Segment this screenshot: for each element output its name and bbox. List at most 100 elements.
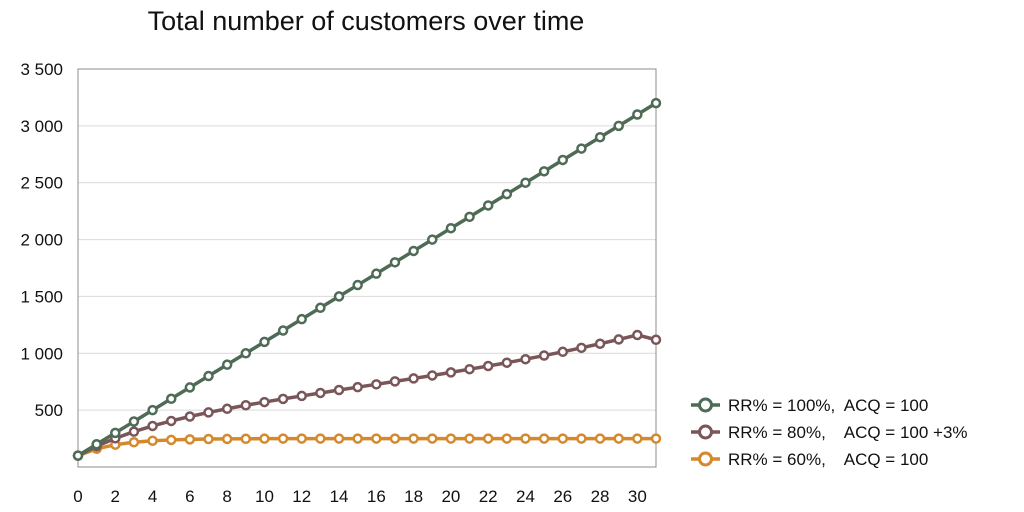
series-1-point — [389, 257, 401, 268]
series-1-point — [613, 120, 624, 132]
series-3-point — [147, 435, 158, 446]
y-axis-ticks: 500 1 000 1 500 2 000 2 500 3 000 3 500 — [20, 60, 63, 420]
x-tick-label: 14 — [330, 487, 349, 506]
series-2-point — [221, 403, 233, 415]
series-2-point — [203, 407, 214, 418]
series-2-point — [594, 338, 606, 349]
series-3-point — [594, 433, 606, 444]
series-group — [72, 97, 662, 461]
series-2-point — [333, 384, 345, 396]
series-1-point — [203, 370, 214, 382]
series-2-point — [501, 357, 513, 368]
series-3-point — [203, 433, 214, 445]
series-1-point — [110, 427, 121, 439]
plot-area-frame — [77, 68, 657, 468]
series-3 — [72, 433, 662, 461]
y-tick-label: 1 000 — [20, 344, 63, 363]
series-1-point — [240, 348, 252, 359]
series-2-point — [408, 373, 419, 384]
series-1-point — [445, 222, 457, 234]
series-1-point — [91, 439, 102, 450]
series-1-point — [371, 268, 382, 279]
x-tick-label: 30 — [628, 487, 647, 506]
series-3-point — [371, 433, 382, 444]
series-2-point — [315, 387, 326, 399]
series-2-point — [445, 367, 457, 378]
x-tick-label: 16 — [367, 487, 386, 506]
x-tick-label: 6 — [185, 487, 194, 506]
series-1-point — [315, 302, 326, 314]
x-tick-label: 12 — [292, 487, 311, 506]
series-2-point — [296, 390, 307, 402]
legend-item-2: RR% = 80%, ACQ = 100 +3% — [691, 423, 968, 442]
series-1-point — [464, 211, 475, 223]
series-2-point — [147, 420, 158, 432]
series-3-point — [613, 433, 624, 444]
legend-label: RR% = 80%, ACQ = 100 +3% — [728, 423, 968, 442]
y-tick-label: 500 — [35, 401, 63, 420]
legend-item-3: RR% = 60%, ACQ = 100 — [691, 450, 928, 469]
series-1-point — [501, 188, 513, 200]
series-1 — [72, 97, 662, 461]
series-3-point — [520, 433, 531, 444]
series-3-point — [277, 433, 289, 444]
series-2-point — [650, 334, 662, 346]
series-1-point — [277, 325, 289, 336]
series-1-point — [333, 291, 345, 302]
series-2-point — [371, 379, 382, 390]
y-tick-label: 2 000 — [20, 231, 63, 250]
y-tick-label: 3 500 — [20, 60, 63, 79]
series-2-point — [128, 426, 140, 437]
series-1-point — [221, 359, 233, 370]
series-3-point — [632, 433, 643, 444]
x-tick-label: 26 — [553, 487, 572, 506]
x-tick-label: 2 — [111, 487, 120, 506]
series-2-point — [557, 346, 569, 358]
series-1-point — [520, 177, 531, 188]
series-1-point — [650, 97, 662, 109]
x-tick-label: 20 — [441, 487, 460, 506]
series-2-point — [613, 334, 624, 345]
series-2-point — [538, 350, 550, 361]
x-tick-label: 8 — [222, 487, 231, 506]
x-tick-label: 22 — [479, 487, 498, 506]
gridlines — [78, 68, 656, 411]
series-3-point — [482, 433, 494, 444]
legend-swatch-marker — [698, 451, 713, 467]
series-3-point — [389, 433, 401, 444]
legend-swatch-marker — [698, 397, 713, 413]
series-3-point — [184, 434, 196, 445]
series-1-point — [72, 450, 84, 461]
series-1-point — [259, 336, 270, 348]
series-3-point — [259, 433, 270, 444]
series-3-point — [128, 436, 140, 448]
series-3-point — [538, 433, 550, 444]
series-3-point — [352, 433, 363, 444]
series-1-point — [165, 393, 177, 405]
series-2-point — [464, 363, 475, 375]
series-1-point — [538, 166, 550, 177]
legend-item-1: RR% = 100%, ACQ = 100 — [691, 396, 928, 415]
x-tick-label: 24 — [516, 487, 535, 506]
x-tick-label: 28 — [591, 487, 610, 506]
series-3-point — [296, 433, 307, 444]
series-1-point — [184, 382, 196, 393]
series-3-point — [333, 433, 345, 444]
series-1-point — [557, 154, 569, 166]
y-tick-label: 3 000 — [20, 117, 63, 136]
series-2-point — [482, 360, 494, 372]
x-tick-label: 4 — [148, 487, 157, 506]
legend: RR% = 100%, ACQ = 100 RR% = 80%, ACQ = 10… — [691, 396, 968, 469]
x-tick-label: 18 — [404, 487, 423, 506]
legend-label: RR% = 60%, ACQ = 100 — [728, 450, 928, 469]
series-3-point — [315, 433, 326, 444]
series-2-point — [165, 415, 177, 427]
series-3-point — [408, 433, 419, 444]
series-3-line — [77, 436, 656, 458]
series-3-point — [165, 434, 177, 446]
series-1-point — [128, 416, 140, 427]
legend-swatch-marker — [698, 424, 713, 440]
series-2-point — [352, 381, 363, 393]
legend-label: RR% = 100%, ACQ = 100 — [728, 396, 928, 415]
